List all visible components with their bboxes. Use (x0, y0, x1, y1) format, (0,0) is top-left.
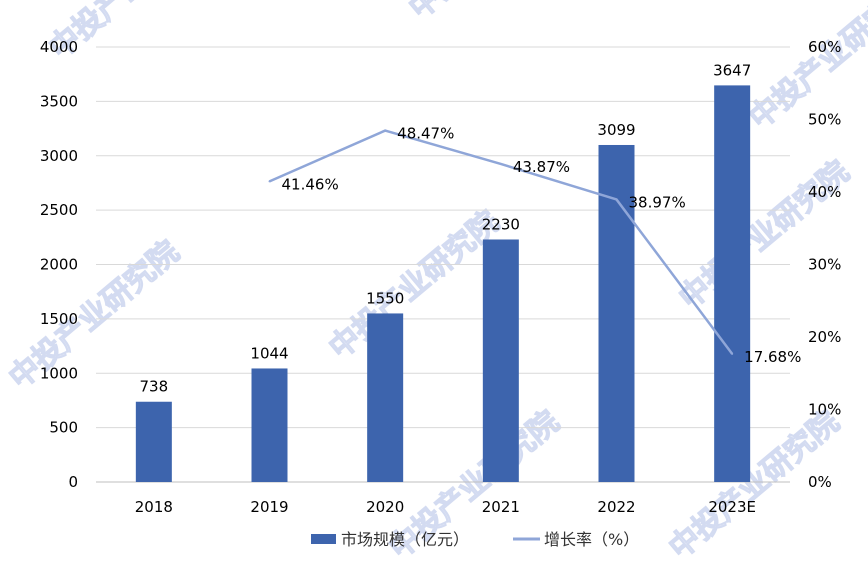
line-point (731, 352, 734, 355)
left-tick-label: 3500 (40, 92, 78, 110)
right-tick-label: 0% (808, 473, 832, 491)
bar-series: 738 1044 1550 2230 3099 3647 (135, 61, 751, 483)
legend-label-bar: 市场规模（亿元） (341, 530, 469, 549)
left-tick-label: 2500 (40, 201, 78, 219)
x-tick-label: 2019 (250, 498, 288, 516)
line-point (615, 198, 618, 201)
right-tick-label: 30% (808, 256, 841, 274)
bar (714, 85, 751, 483)
bar (251, 368, 288, 482)
bar (135, 401, 172, 482)
x-tick-label: 2023E (708, 498, 756, 516)
right-tick-label: 50% (808, 111, 841, 129)
bar-data-label: 2230 (482, 215, 520, 233)
bar-data-label: 3647 (713, 61, 751, 79)
bar-data-label: 738 (140, 378, 169, 396)
left-tick-label: 2000 (40, 256, 78, 274)
line-data-label: 48.47% (397, 125, 454, 143)
x-axis: 2018 2019 2020 2021 2022 2023E (135, 498, 756, 516)
right-tick-label: 60% (808, 38, 841, 56)
left-tick-label: 0 (68, 473, 78, 491)
right-tick-label: 40% (808, 183, 841, 201)
right-tick-label: 20% (808, 328, 841, 346)
line-data-label: 38.97% (629, 193, 686, 211)
watermark-text: 中投产业研究院 (323, 204, 506, 366)
left-tick-label: 4000 (40, 38, 78, 56)
x-tick-label: 2022 (597, 498, 635, 516)
watermark-text: 中投产业研究院 (43, 0, 226, 66)
bar-data-label: 1044 (250, 344, 288, 362)
legend: 市场规模（亿元） 增长率（%） (311, 530, 639, 549)
left-tick-label: 1000 (40, 364, 78, 382)
left-tick-label: 500 (49, 419, 78, 437)
x-tick-label: 2020 (366, 498, 404, 516)
line-data-label: 43.87% (513, 158, 570, 176)
watermark-text: 中投产业研究院 (743, 0, 868, 136)
line-series: 41.46% 48.47% 43.87% 38.97% 17.68% (268, 125, 801, 366)
line-point (268, 180, 271, 183)
bar-data-label: 3099 (597, 121, 635, 139)
left-tick-label: 1500 (40, 310, 78, 328)
line-data-label: 41.46% (282, 175, 339, 193)
gridlines (96, 46, 790, 483)
bar (482, 239, 519, 482)
line-point (384, 129, 387, 132)
legend-swatch-bar (311, 534, 336, 544)
right-tick-label: 10% (808, 401, 841, 419)
watermark-text: 中投产业研究院 (673, 154, 856, 316)
bar (367, 313, 404, 482)
legend-label-line: 增长率（%） (544, 530, 639, 549)
line-point (499, 162, 502, 165)
left-tick-label: 3000 (40, 147, 78, 165)
left-axis: 0 500 1000 1500 2000 2500 3000 3500 4000 (40, 38, 78, 491)
right-axis: 0% 10% 20% 30% 40% 50% 60% (808, 38, 841, 491)
line-data-label: 17.68% (744, 348, 801, 366)
watermark-text: 中投产业研究院 (3, 234, 186, 396)
x-tick-label: 2018 (135, 498, 173, 516)
watermark-text: 中投产业研究院 (403, 0, 586, 26)
bar-data-label: 1550 (366, 289, 404, 307)
x-tick-label: 2021 (482, 498, 520, 516)
